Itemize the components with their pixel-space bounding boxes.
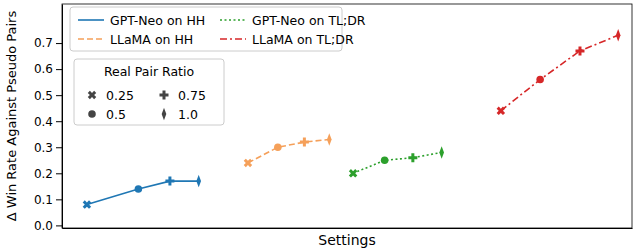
legend-label: GPT-Neo on HH xyxy=(110,13,205,28)
series-marker xyxy=(327,133,332,145)
plot-frame xyxy=(62,4,632,228)
series-marker xyxy=(439,146,444,158)
series-marker xyxy=(274,143,282,151)
y-tick-mark xyxy=(56,225,62,226)
y-tick-label: 0.0 xyxy=(34,219,53,233)
y-tick: 0.6 xyxy=(34,62,62,76)
y-tick-mark xyxy=(56,69,62,70)
series-marker xyxy=(536,76,544,84)
y-axis: 0.0 0.1 0.2 0.3 0.4 0.5 0.6 0.7 xyxy=(34,5,63,233)
legend: GPT-Neo on HH LLaMA on HH GPT-Neo on TL;DR… xyxy=(70,7,366,51)
y-tick: 0.4 xyxy=(34,115,62,129)
y-tick-label: 0.3 xyxy=(34,141,53,155)
marker-legend-swatch xyxy=(88,110,96,118)
series-marker xyxy=(381,156,389,164)
y-axis-title: Δ Win Rate Against Pseudo Pairs xyxy=(4,11,19,222)
marker-legend-box xyxy=(74,59,224,125)
series-marker xyxy=(494,104,507,117)
y-tick-mark xyxy=(56,95,62,96)
legend-swatch xyxy=(78,19,104,21)
series-line xyxy=(87,181,199,204)
y-tick-label: 0.4 xyxy=(34,115,53,129)
y-tick-mark xyxy=(56,121,62,122)
y-tick-label: 0.7 xyxy=(34,36,53,50)
x-axis-line xyxy=(63,228,633,229)
series-marker xyxy=(300,138,309,147)
series-marker xyxy=(196,175,201,187)
marker-legend-swatch xyxy=(160,91,169,100)
marker-legend-label: 0.75 xyxy=(178,88,206,103)
y-tick: 0.7 xyxy=(34,36,62,50)
chart: 0.0 0.1 0.2 0.3 0.4 0.5 0.6 0.7 Settings Δ Win Ra… xyxy=(0,0,640,250)
marker-legend-title: Real Pair Ratio xyxy=(104,64,194,79)
y-tick-label: 0.2 xyxy=(34,167,53,181)
legend-swatch xyxy=(220,38,246,40)
y-tick-label: 0.1 xyxy=(34,193,53,207)
series-marker xyxy=(347,167,360,180)
legend-label: GPT-Neo on TL;DR xyxy=(252,13,366,28)
marker-legend-label: 0.5 xyxy=(106,107,126,122)
y-tick-mark xyxy=(56,147,62,148)
y-tick-mark xyxy=(56,173,62,174)
marker-legend-label: 0.25 xyxy=(106,88,134,103)
y-tick: 0.3 xyxy=(34,141,62,155)
y-tick: 0.5 xyxy=(34,89,62,103)
marker-legend-swatch xyxy=(86,89,99,102)
series-line xyxy=(501,35,618,111)
series-line xyxy=(353,152,442,173)
legend-swatch xyxy=(78,38,104,40)
y-axis-line xyxy=(62,5,63,229)
series-marker xyxy=(575,46,584,55)
series-marker xyxy=(165,177,174,186)
y-tick: 0.2 xyxy=(34,167,62,181)
legend-label: LLaMA on TL;DR xyxy=(252,32,354,47)
series-marker xyxy=(81,198,94,211)
y-tick-mark xyxy=(56,43,62,44)
marker-legend: Real Pair Ratio 0.25 0.5 0.75 1.0 xyxy=(74,59,224,125)
legend-label: LLaMA on HH xyxy=(110,32,193,47)
marker-legend-label: 1.0 xyxy=(178,107,198,122)
x-axis-title: Settings xyxy=(318,232,375,248)
y-tick-label: 0.6 xyxy=(34,62,53,76)
series-marker xyxy=(616,29,621,41)
legend-swatch xyxy=(220,19,246,21)
series-marker xyxy=(242,157,255,170)
series-line xyxy=(248,139,329,162)
y-tick-label: 0.5 xyxy=(34,89,53,103)
y-tick: 0.1 xyxy=(34,193,62,207)
y-tick: 0.0 xyxy=(34,219,62,233)
x-axis xyxy=(63,228,633,229)
marker-legend-swatch xyxy=(162,108,167,120)
series-marker xyxy=(408,153,417,162)
y-tick-mark xyxy=(56,199,62,200)
series-marker xyxy=(135,185,143,193)
